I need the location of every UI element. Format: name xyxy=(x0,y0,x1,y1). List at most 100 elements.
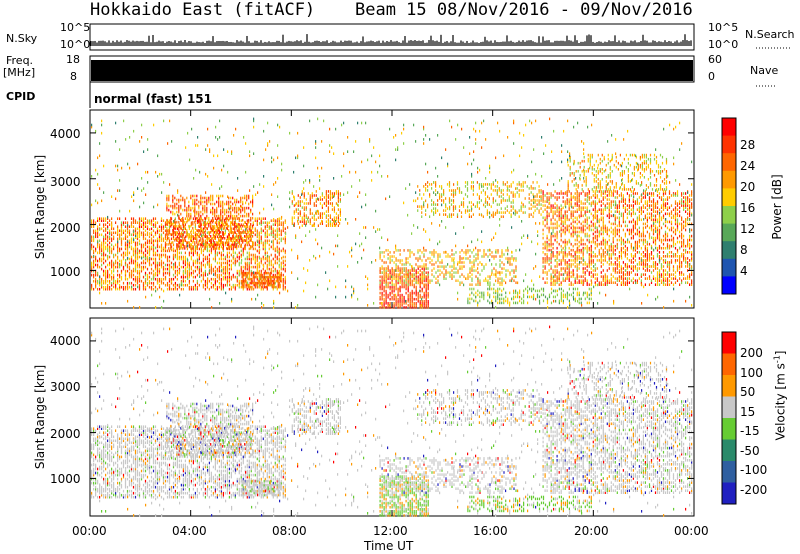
heatmap-cell xyxy=(226,247,228,250)
heatmap-cell xyxy=(93,287,95,291)
heatmap-cell xyxy=(258,281,260,285)
heatmap-cell xyxy=(254,243,256,247)
heatmap-cell xyxy=(510,191,512,194)
heatmap-cell xyxy=(226,281,228,285)
heatmap-cell xyxy=(497,297,499,301)
heatmap-cell xyxy=(186,241,188,244)
heatmap-cell xyxy=(156,287,159,291)
heatmap-cell xyxy=(560,287,562,291)
heatmap-cell xyxy=(220,265,222,269)
heatmap-cell xyxy=(172,253,175,257)
heatmap-cell xyxy=(216,235,218,239)
heatmap-cell xyxy=(200,261,202,265)
heatmap-cell xyxy=(499,263,501,266)
heatmap-cell xyxy=(206,249,208,253)
heatmap-cell xyxy=(381,306,383,309)
heatmap-cell xyxy=(381,259,383,262)
heatmap-cell xyxy=(570,226,572,230)
heatmap-cell xyxy=(474,205,476,208)
heatmap-cell xyxy=(202,223,204,226)
heatmap-cell xyxy=(262,229,264,233)
heatmap-cell xyxy=(395,263,397,266)
heatmap-cell xyxy=(126,221,129,224)
heatmap-cell xyxy=(397,306,399,309)
heatmap-cell xyxy=(431,187,433,190)
heatmap-cell xyxy=(208,222,210,226)
heatmap-cell xyxy=(260,221,262,224)
heatmap-cell xyxy=(399,267,401,270)
heatmap-cell xyxy=(204,200,206,204)
heatmap-cell xyxy=(531,287,533,291)
heatmap-cell xyxy=(339,212,341,215)
heatmap-cell xyxy=(460,201,463,204)
heatmap-cell xyxy=(244,224,246,228)
heatmap-cell xyxy=(214,217,216,220)
heatmap-cell xyxy=(562,196,564,199)
heatmap-cell xyxy=(214,243,216,247)
heatmap-cell xyxy=(556,263,558,266)
heatmap-cell xyxy=(190,271,192,275)
heatmap-cell xyxy=(210,241,212,244)
heatmap-cell xyxy=(461,265,463,268)
heatmap-cell xyxy=(158,267,161,271)
heatmap-cell xyxy=(305,216,307,219)
heatmap-cell xyxy=(419,273,421,276)
heatmap-cell xyxy=(232,237,234,240)
heatmap-cell xyxy=(487,287,489,291)
heatmap-cell xyxy=(130,287,133,291)
heatmap-cell xyxy=(550,261,552,264)
heatmap-cell xyxy=(515,289,517,293)
heatmap-cell xyxy=(218,239,220,243)
heatmap-cell xyxy=(417,209,419,212)
heatmap-cell xyxy=(501,253,503,256)
heatmap-cell xyxy=(111,217,113,220)
heatmap-cell xyxy=(156,265,159,269)
heatmap-cell xyxy=(208,253,210,257)
heatmap-cell xyxy=(184,235,186,239)
heatmap-cell xyxy=(381,265,383,268)
heatmap-cell xyxy=(387,269,389,272)
heatmap-cell xyxy=(117,251,119,255)
heatmap-cell xyxy=(473,263,475,266)
heatmap-cell xyxy=(278,257,280,261)
heatmap-cell xyxy=(166,239,168,242)
heatmap-cell xyxy=(421,211,423,214)
heatmap-cell xyxy=(252,243,254,247)
heatmap-cell xyxy=(397,275,399,279)
heatmap-cell xyxy=(423,271,425,274)
heatmap-cell xyxy=(546,301,549,305)
heatmap-cell xyxy=(481,255,483,258)
heatmap-cell xyxy=(122,231,125,235)
heatmap-cell xyxy=(309,194,311,197)
heatmap-cell xyxy=(532,199,534,202)
heatmap-cell xyxy=(136,257,139,261)
heatmap-cell xyxy=(482,215,484,218)
heatmap-cell xyxy=(530,213,532,216)
heatmap-cell xyxy=(250,281,252,285)
heatmap-cell xyxy=(276,231,278,235)
heatmap-cell xyxy=(134,287,137,291)
heatmap-cell xyxy=(499,281,501,284)
heatmap-cell xyxy=(421,259,423,262)
heatmap-cell xyxy=(176,245,178,248)
heatmap-cell xyxy=(254,241,256,245)
heatmap-cell xyxy=(218,226,220,230)
heatmap-cell xyxy=(269,277,271,281)
heatmap-cell xyxy=(498,211,500,214)
heatmap-cell xyxy=(469,287,471,291)
heatmap-cell xyxy=(206,241,208,244)
heatmap-cell xyxy=(552,234,554,238)
heatmap-cell xyxy=(138,287,141,291)
heatmap-cell xyxy=(176,220,178,224)
heatmap-cell xyxy=(508,189,510,192)
heatmap-cell xyxy=(212,257,214,261)
heatmap-cell xyxy=(248,196,250,200)
heatmap-cell xyxy=(526,185,528,188)
heatmap-cell xyxy=(452,207,455,210)
heatmap-cell xyxy=(105,287,107,291)
heatmap-cell xyxy=(91,283,93,287)
heatmap-cell xyxy=(274,261,276,265)
heatmap-cell xyxy=(325,210,327,213)
heatmap-cell xyxy=(331,218,333,221)
heatmap-cell xyxy=(156,241,159,245)
